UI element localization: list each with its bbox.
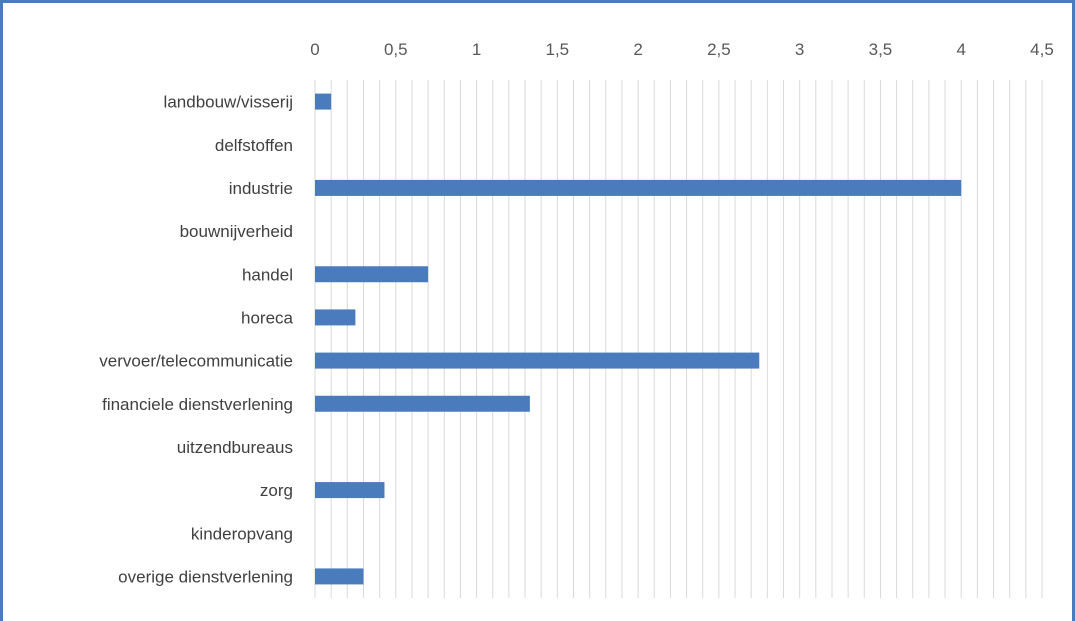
category-label: delfstoffen [215, 136, 293, 155]
x-tick-label: 4 [956, 40, 965, 59]
category-label: handel [242, 265, 293, 284]
x-tick-label: 0 [310, 40, 319, 59]
category-label: financiele dienstverlening [102, 395, 293, 414]
bar [315, 482, 385, 499]
category-label: overige dienstverlening [118, 567, 293, 586]
x-tick-label: 3 [795, 40, 804, 59]
x-tick-label: 1 [472, 40, 481, 59]
x-axis-tick-labels: 0 0,5 1 1,5 2 2,5 3 3,5 4 4,5 [310, 40, 1054, 59]
category-label: uitzendbureaus [177, 438, 293, 457]
category-labels: landbouw/visserij delfstoffen industrie bou… [99, 93, 293, 587]
bar [315, 568, 364, 585]
bar [315, 309, 356, 326]
x-tick-label: 0,5 [384, 40, 408, 59]
x-tick-label: 1,5 [546, 40, 570, 59]
x-tick-label: 4,5 [1030, 40, 1054, 59]
category-label: landbouw/visserij [164, 93, 293, 112]
bars [315, 93, 962, 585]
bar [315, 93, 332, 110]
x-tick-label: 2 [633, 40, 642, 59]
category-label: industrie [229, 179, 293, 198]
bar [315, 395, 530, 412]
x-tick-label: 2,5 [707, 40, 731, 59]
category-label: horeca [241, 308, 294, 327]
x-tick-label: 3,5 [869, 40, 893, 59]
category-label: bouwnijverheid [180, 222, 293, 241]
bar [315, 266, 429, 283]
gridlines [314, 80, 1043, 598]
category-label: zorg [260, 481, 293, 500]
category-label: vervoer/telecommunicatie [99, 352, 293, 371]
category-label: kinderopvang [191, 524, 293, 543]
bar [315, 179, 962, 196]
bar [315, 352, 760, 369]
